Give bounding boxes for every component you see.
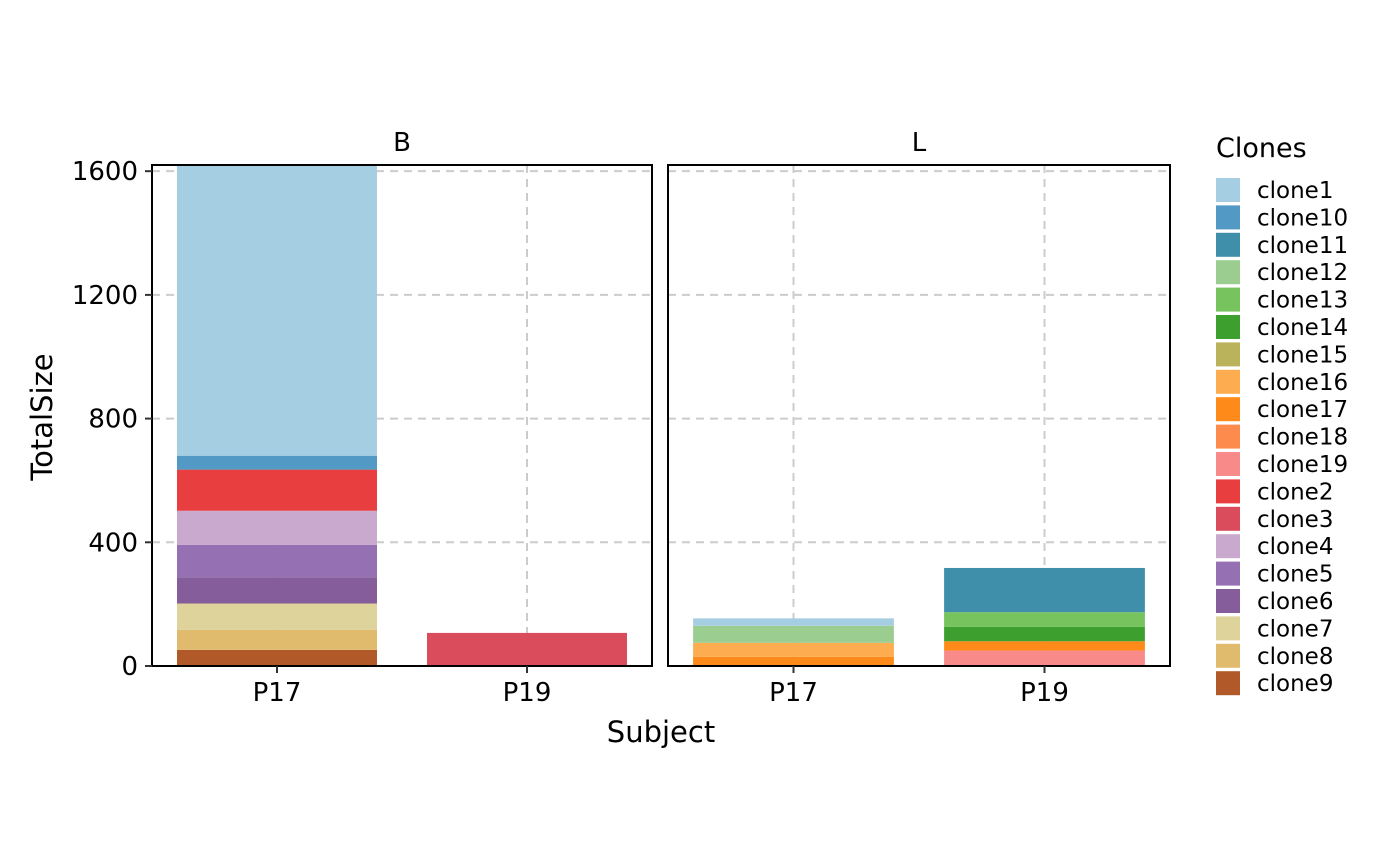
panel-border [667, 164, 1171, 667]
chart-panels: B P17 P19 L P17 P19 [151, 128, 1171, 708]
bar-segment-B-P17-clone7 [177, 603, 377, 630]
legend-swatch [1216, 643, 1240, 668]
legend-label: clone3 [1257, 507, 1333, 533]
x-tick-label: P17 [253, 678, 302, 708]
legend-swatch [1216, 479, 1240, 504]
legend-item-clone2: clone2 [1216, 479, 1333, 505]
legend-swatch [1216, 506, 1240, 531]
legend-label: clone14 [1257, 315, 1348, 341]
legend-label: clone18 [1257, 425, 1348, 451]
legend-item-clone16: clone16 [1216, 369, 1348, 396]
legend-label: clone6 [1257, 589, 1333, 615]
legend-label: clone4 [1257, 534, 1333, 560]
legend-item-clone12: clone12 [1216, 260, 1348, 286]
bar-segment-L-P19-clone14 [944, 626, 1145, 642]
bar-segment-B-P17-clone2 [177, 469, 377, 511]
bar-segment-L-P19-clone13 [944, 612, 1145, 627]
legend-swatch [1216, 424, 1240, 449]
legend-swatch [1216, 561, 1240, 586]
bar-segment-L-P19-clone19 [944, 650, 1145, 666]
legend-item-clone4: clone4 [1216, 534, 1333, 560]
bar-segment-L-P17-clone12 [693, 625, 894, 643]
legend-item-clone18: clone18 [1216, 424, 1348, 451]
legend-swatch [1216, 342, 1240, 367]
y-tick-label: 800 [88, 405, 138, 435]
bar-segment-L-P19-clone11 [944, 567, 1145, 613]
bar-segment-B-P17-clone5 [177, 544, 377, 578]
legend-label: clone16 [1257, 370, 1348, 396]
bar-segment-B-P17-clone9 [177, 649, 377, 666]
legend-swatch [1216, 369, 1240, 394]
bar-segment-B-P17-clone10 [177, 455, 377, 470]
y-tick-label: 1600 [72, 157, 138, 187]
legend-label: clone12 [1257, 260, 1348, 286]
y-axis-title: TotalSize [25, 353, 59, 481]
legend-label: clone8 [1257, 644, 1333, 670]
legend-label: clone19 [1257, 452, 1348, 478]
legend-label: clone5 [1257, 562, 1333, 588]
legend-item-clone19: clone19 [1216, 452, 1348, 478]
legend-item-clone8: clone8 [1216, 643, 1333, 670]
legend-swatch [1216, 287, 1240, 312]
y-axis: 0 400 800 1200 1600 [72, 157, 152, 682]
legend-swatch [1216, 397, 1240, 422]
legend-swatch [1216, 232, 1240, 257]
legend-item-clone9: clone9 [1216, 671, 1333, 697]
legend-swatch [1216, 315, 1240, 339]
x-tick-label: P17 [769, 678, 818, 708]
legend-item-clone10: clone10 [1216, 205, 1348, 231]
legend-label: clone10 [1257, 205, 1348, 231]
facet-label-L: L [912, 128, 927, 158]
legend-label: clone11 [1257, 233, 1348, 259]
legend-label: clone13 [1257, 288, 1348, 314]
legend-label: clone17 [1257, 397, 1348, 423]
legend-label: clone9 [1257, 671, 1333, 697]
facet-label-B: B [393, 128, 411, 158]
legend-label: clone7 [1257, 616, 1333, 642]
legend-item-clone3: clone3 [1216, 506, 1333, 533]
panel-B: B P17 P19 [151, 128, 653, 708]
legend-swatch [1216, 178, 1240, 202]
legend-item-clone15: clone15 [1216, 342, 1348, 368]
x-tick-label: P19 [503, 678, 552, 708]
legend-swatch [1216, 616, 1240, 641]
legend-swatch [1216, 671, 1240, 696]
legend-item-clone14: clone14 [1216, 315, 1348, 341]
x-axis-title: Subject [607, 715, 715, 749]
x-tick-label: P19 [1020, 678, 1069, 708]
legend-swatch [1216, 452, 1240, 476]
legend-label: clone2 [1257, 479, 1333, 505]
bar-segment-L-P17-clone16 [693, 642, 894, 657]
legend-swatch [1216, 534, 1240, 559]
bar-segment-L-P19-clone17 [944, 641, 1145, 651]
bar-segment-L-P17-clone1 [693, 618, 894, 626]
legend-item-clone1: clone1 [1216, 178, 1333, 204]
legend-swatch [1216, 589, 1240, 613]
legend-item-clone17: clone17 [1216, 397, 1348, 423]
panel-L: L P17 P19 [667, 128, 1171, 708]
bar-segment-B-P17-clone6 [177, 577, 377, 604]
bar-segment-B-P19-clone3 [427, 632, 627, 666]
y-tick-label: 1200 [72, 281, 138, 311]
legend-item-clone11: clone11 [1216, 232, 1348, 259]
legend-item-clone13: clone13 [1216, 287, 1348, 314]
y-tick-label: 400 [88, 528, 138, 558]
legend-item-clone6: clone6 [1216, 589, 1333, 615]
bar-segment-B-P17-clone4 [177, 510, 377, 545]
y-tick-label: 0 [121, 652, 138, 682]
bar-segment-B-P17-clone8 [177, 629, 377, 650]
legend: Clones clone1clone10clone11clone12clone1… [1216, 133, 1348, 697]
bar-segment-L-P17-clone17 [693, 656, 894, 666]
legend-label: clone1 [1257, 178, 1333, 204]
panel-border [151, 164, 653, 667]
legend-item-clone5: clone5 [1216, 561, 1333, 588]
legend-label: clone15 [1257, 342, 1348, 368]
legend-swatch [1216, 260, 1240, 285]
legend-items: clone1clone10clone11clone12clone13clone1… [1216, 178, 1348, 697]
bar-segment-B-P17-clone1 [177, 165, 377, 456]
legend-swatch [1216, 205, 1240, 230]
legend-title: Clones [1216, 133, 1307, 164]
legend-item-clone7: clone7 [1216, 616, 1333, 642]
